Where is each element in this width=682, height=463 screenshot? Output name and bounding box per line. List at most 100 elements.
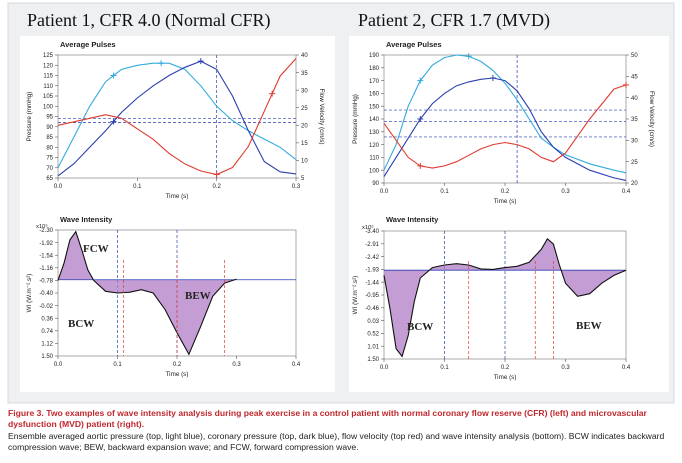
series-marker: [417, 77, 424, 84]
series-marker: [110, 72, 117, 79]
chart-title: Wave Intensity: [386, 215, 439, 224]
x-axis-label: Time (s): [494, 374, 517, 381]
y-scale-label: x10⁵: [36, 223, 48, 230]
x-tick-label: 0.1: [440, 365, 449, 371]
y-tick-label: 110: [43, 84, 53, 90]
y2-tick-label: 10: [301, 159, 308, 165]
y-tick-label: 190: [369, 53, 380, 59]
panel-title-left: Patient 1, CFR 4.0 (Normal CFR): [27, 10, 271, 31]
x-tick-label: 0.3: [232, 362, 241, 368]
x-tick-label: 0.2: [501, 365, 510, 371]
y-axis-label: WI (W.m⁻².s²): [26, 274, 33, 313]
y-tick-label: 110: [369, 156, 379, 162]
y-tick-label: 130: [369, 130, 380, 136]
y-tick-label: 65: [46, 176, 53, 182]
y-axis-label: Pressure (mmHg): [352, 94, 359, 144]
y-tick-label: -1.93: [365, 268, 379, 274]
chart-right-average-pulses: Average Pulses 90 100 110 120 130 140 150 160 170…: [352, 40, 655, 205]
series-marker: [158, 60, 165, 67]
y-tick-label: -0.46: [365, 306, 379, 312]
chart-left-wave-intensity: Wave Intensity 1.50 1.12 0.74 0.36 -0.02 -0.40…: [26, 215, 301, 378]
y-tick-label: -0.40: [39, 291, 53, 297]
y2-tick-label: 30: [301, 88, 308, 94]
x-tick-label: 0.2: [173, 362, 182, 368]
y-tick-label: 0.52: [367, 332, 379, 338]
panel-left-bg: [20, 36, 335, 392]
chart-right-wave-intensity: Wave Intensity 1.50 1.01 0.52 0.03 -0.46 -0.95…: [352, 215, 631, 381]
series-marker: [623, 81, 629, 88]
y-tick-label: 115: [43, 74, 53, 80]
x-tick-label: 0.4: [622, 189, 631, 195]
wave-intensity-line: [57, 230, 237, 356]
y-tick-label: 80: [46, 145, 53, 151]
y2-tick-label: 45: [631, 75, 638, 81]
chart-left-average-pulses: Average Pulses65707580859095100105110115…: [26, 40, 325, 200]
x-tick-label: 0.1: [440, 189, 449, 195]
x-tick-label: 0.3: [561, 189, 570, 195]
x-axis-label: Time (s): [494, 198, 517, 205]
y-tick-label: -2.30: [39, 228, 53, 234]
x-axis-label: Time (s): [166, 371, 189, 378]
caption-label: Figure 3.: [8, 408, 44, 418]
y2-tick-label: 20: [631, 181, 638, 187]
y-tick-label: -0.02: [39, 304, 53, 310]
series-marker: [213, 171, 220, 178]
y-tick-label: 160: [369, 92, 380, 98]
y2-tick-label: 35: [631, 117, 638, 123]
y2-tick-label: 30: [631, 139, 638, 145]
y-tick-label: 150: [369, 104, 380, 110]
series-marker: [110, 118, 117, 125]
y2-axis-label: Flow Velocity (cm/s): [648, 91, 655, 147]
y2-tick-label: 15: [301, 141, 308, 147]
y-scale-label: x10⁵: [362, 224, 374, 231]
y-axis-label: Pressure (mmHg): [26, 92, 33, 142]
y-tick-label: 90: [372, 181, 379, 187]
y2-axis-label: Flow Velocity (cm/s): [318, 89, 325, 145]
x-tick-label: 0.1: [133, 184, 142, 190]
y2-tick-label: 5: [301, 176, 305, 182]
y-tick-label: -1.54: [39, 253, 53, 259]
y-tick-label: 125: [43, 53, 54, 59]
x-tick-label: 0.0: [54, 184, 63, 190]
chart-title: Average Pulses: [386, 40, 442, 49]
caption-title: Two examples of wave intensity analysis …: [8, 408, 647, 430]
y-tick-label: 85: [46, 135, 53, 141]
y-tick-label: 120: [369, 143, 380, 149]
y-tick-label: 0.36: [41, 316, 53, 322]
y2-tick-label: 25: [631, 160, 638, 166]
x-tick-label: 0.3: [292, 184, 301, 190]
y2-tick-label: 20: [301, 123, 308, 129]
x-tick-label: 0.1: [113, 362, 122, 368]
chart-title: Average Pulses: [60, 40, 116, 49]
x-axis-label: Time (s): [166, 193, 189, 200]
x-tick-label: 0.4: [622, 365, 631, 371]
y-tick-label: 0.74: [41, 329, 53, 335]
series-marker: [269, 90, 276, 97]
y-tick-label: -2.42: [365, 255, 379, 261]
x-tick-label: 0.0: [380, 365, 389, 371]
y-tick-label: 1.12: [41, 342, 53, 348]
y-tick-label: 90: [46, 125, 53, 131]
y2-tick-label: 40: [631, 96, 638, 102]
wave-area: [58, 231, 237, 355]
wave-area: [384, 238, 626, 357]
caption-body: Ensemble averaged aortic pressure (top, …: [8, 430, 665, 453]
x-tick-label: 0.2: [212, 184, 221, 190]
y2-tick-label: 25: [301, 106, 308, 112]
x-tick-label: 0.2: [501, 189, 510, 195]
series-line-aortic-pressure: [57, 62, 297, 169]
y-tick-label: 170: [369, 79, 380, 85]
y2-tick-label: 50: [631, 53, 638, 59]
y-tick-label: 0.03: [367, 319, 379, 325]
y-tick-label: -1.16: [39, 266, 53, 272]
series-marker: [489, 75, 496, 82]
series-line-flow-velocity: [57, 58, 297, 176]
y-tick-label: 100: [369, 168, 380, 174]
y-tick-label: 95: [46, 115, 53, 121]
x-tick-label: 0.0: [54, 362, 63, 368]
y-tick-label: 70: [46, 166, 53, 172]
y-tick-label: -1.44: [365, 280, 379, 286]
panel-title-right: Patient 2, CFR 1.7 (MVD): [358, 10, 550, 31]
y-tick-label: 1.50: [41, 354, 53, 360]
